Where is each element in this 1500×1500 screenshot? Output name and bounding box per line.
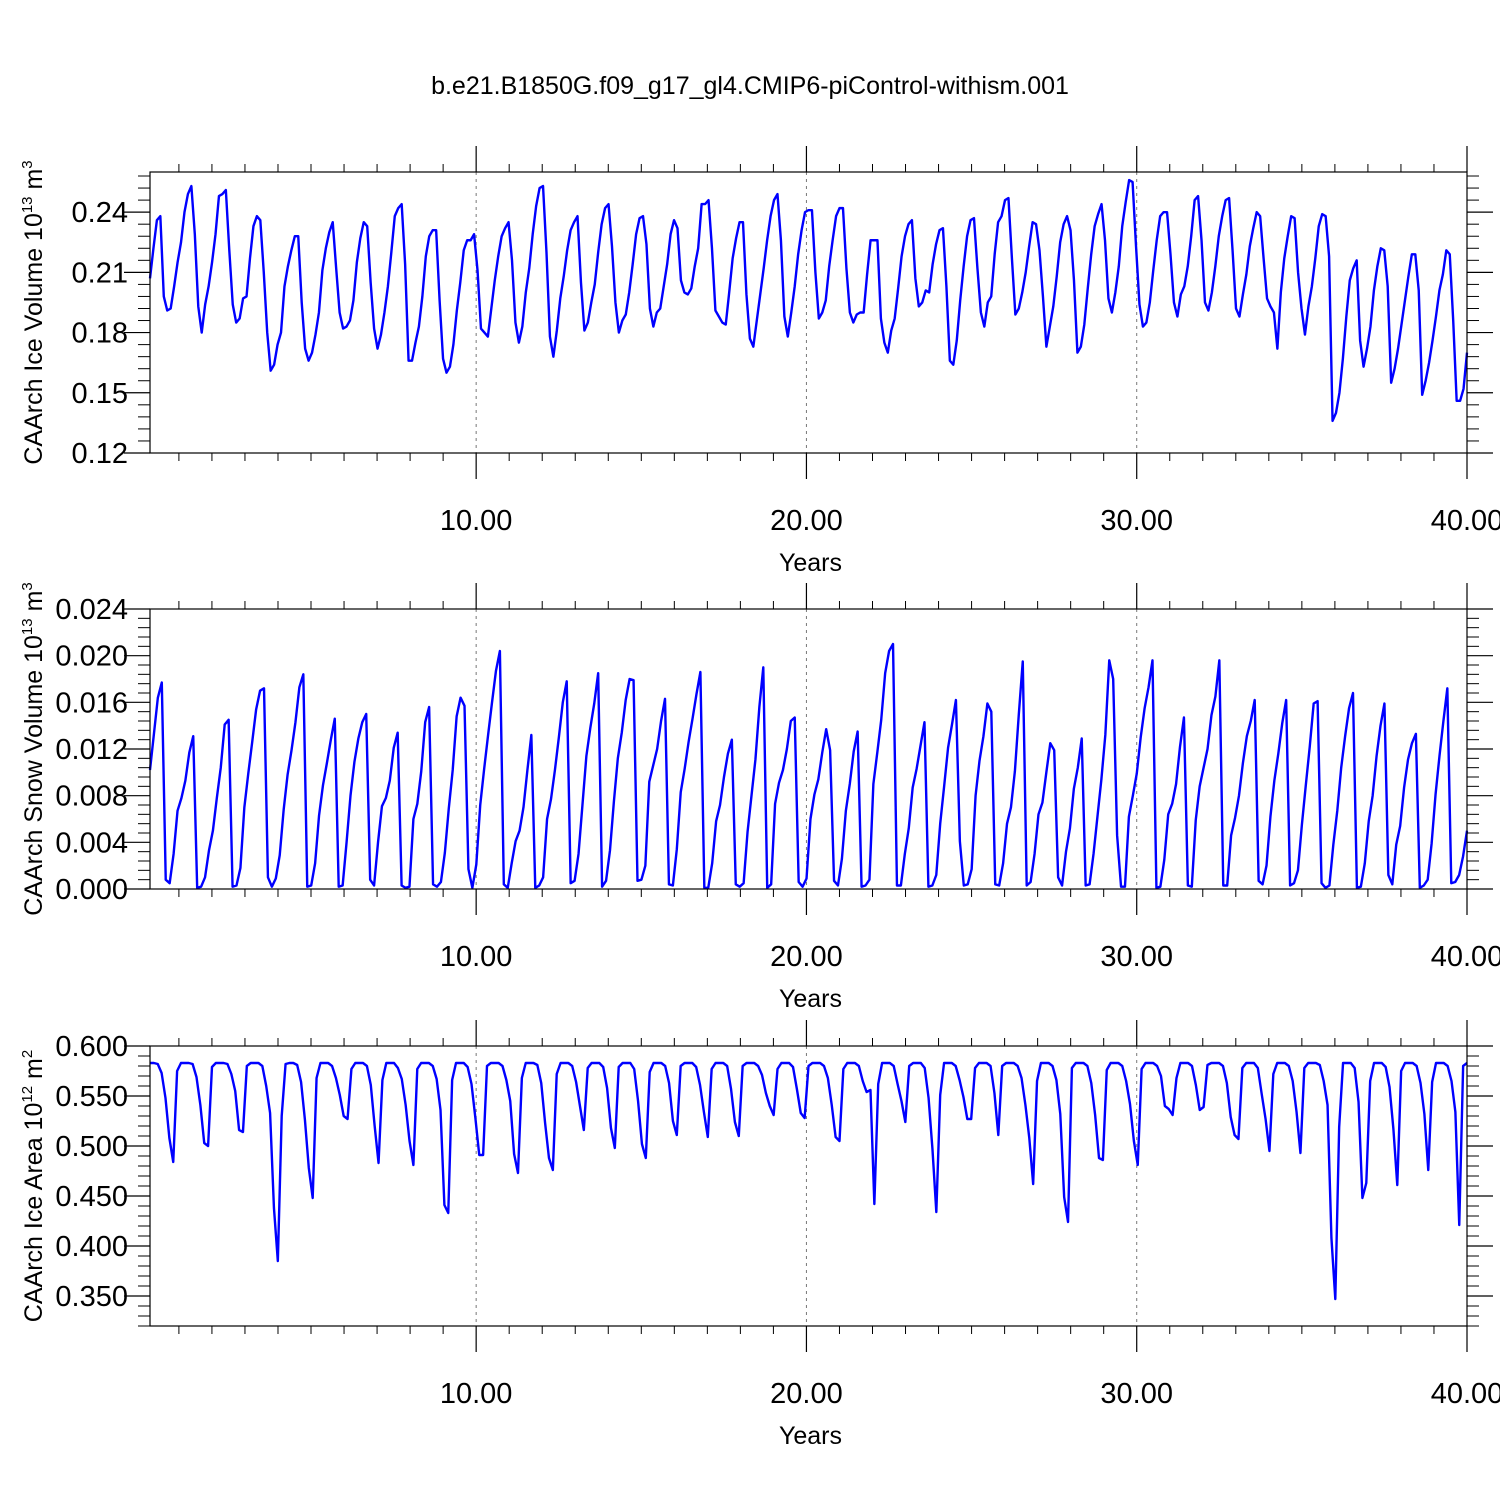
y-tick-label: 0.15	[72, 378, 128, 410]
x-tick-label: 20.00	[770, 505, 843, 537]
x-tick-label: 20.00	[770, 1378, 843, 1410]
y-tick-label: 0.012	[55, 734, 128, 766]
y-tick-label: 0.600	[55, 1031, 128, 1063]
y-tick-label: 0.450	[55, 1181, 128, 1213]
y-tick-label: 0.000	[55, 874, 128, 906]
y-tick-label: 0.008	[55, 781, 128, 813]
x-tick-label: 30.00	[1100, 505, 1173, 537]
x-tick-label: 20.00	[770, 941, 843, 973]
y-tick-label: 0.12	[72, 438, 128, 470]
y-tick-label: 0.18	[72, 318, 128, 350]
y-tick-label: 0.500	[55, 1131, 128, 1163]
y-tick-label: 0.016	[55, 687, 128, 719]
panel-3: 10.00 20.00 30.00 40.00 Years 0.350 0.400 0.450…	[19, 1020, 1500, 1450]
x-axis-title: Years	[779, 549, 842, 577]
y-tick-label: 0.350	[55, 1281, 128, 1313]
x-tick-label: 30.00	[1100, 1378, 1173, 1410]
y-tick-label: 0.004	[55, 827, 128, 859]
x-tick-label: 40.00	[1431, 505, 1500, 537]
y-axis-title: CAArch Snow Volume 1013 m3	[19, 582, 48, 916]
x-axis-title: Years	[779, 1422, 842, 1450]
x-tick-label: 40.00	[1431, 941, 1500, 973]
y-tick-label: 0.024	[55, 594, 128, 626]
x-tick-label: 40.00	[1431, 1378, 1500, 1410]
y-tick-label: 0.020	[55, 641, 128, 673]
x-tick-label: 30.00	[1100, 941, 1173, 973]
y-tick-label: 0.24	[72, 197, 128, 229]
y-axis-title: CAArch Ice Area 1012 m2	[19, 1050, 48, 1322]
x-tick-label: 10.00	[440, 1378, 513, 1410]
panel-1: 10.00 20.00 30.00 40.00 Years 0.12 0.15 0.18 0.2…	[19, 146, 1500, 577]
y-axis-title: CAArch Ice Volume 1013 m3	[19, 160, 48, 464]
x-axis-title: Years	[779, 985, 842, 1013]
plot-frame	[149, 1045, 1468, 1327]
plot-frame	[149, 171, 1468, 454]
series-line	[148, 178, 1469, 423]
chart-title: b.e21.B1850G.f09_g17_gl4.CMIP6-piControl…	[431, 72, 1069, 100]
series-line	[148, 642, 1469, 890]
x-tick-label: 10.00	[440, 505, 513, 537]
y-tick-label: 0.400	[55, 1231, 128, 1263]
x-tick-label: 10.00	[440, 941, 513, 973]
y-tick-label: 0.21	[72, 257, 128, 289]
panel-2: 10.00 20.00 30.00 40.00 Years 0.000 0.004 0.008…	[19, 582, 1500, 1013]
y-tick-label: 0.550	[55, 1081, 128, 1113]
series-line	[150, 1061, 1468, 1301]
